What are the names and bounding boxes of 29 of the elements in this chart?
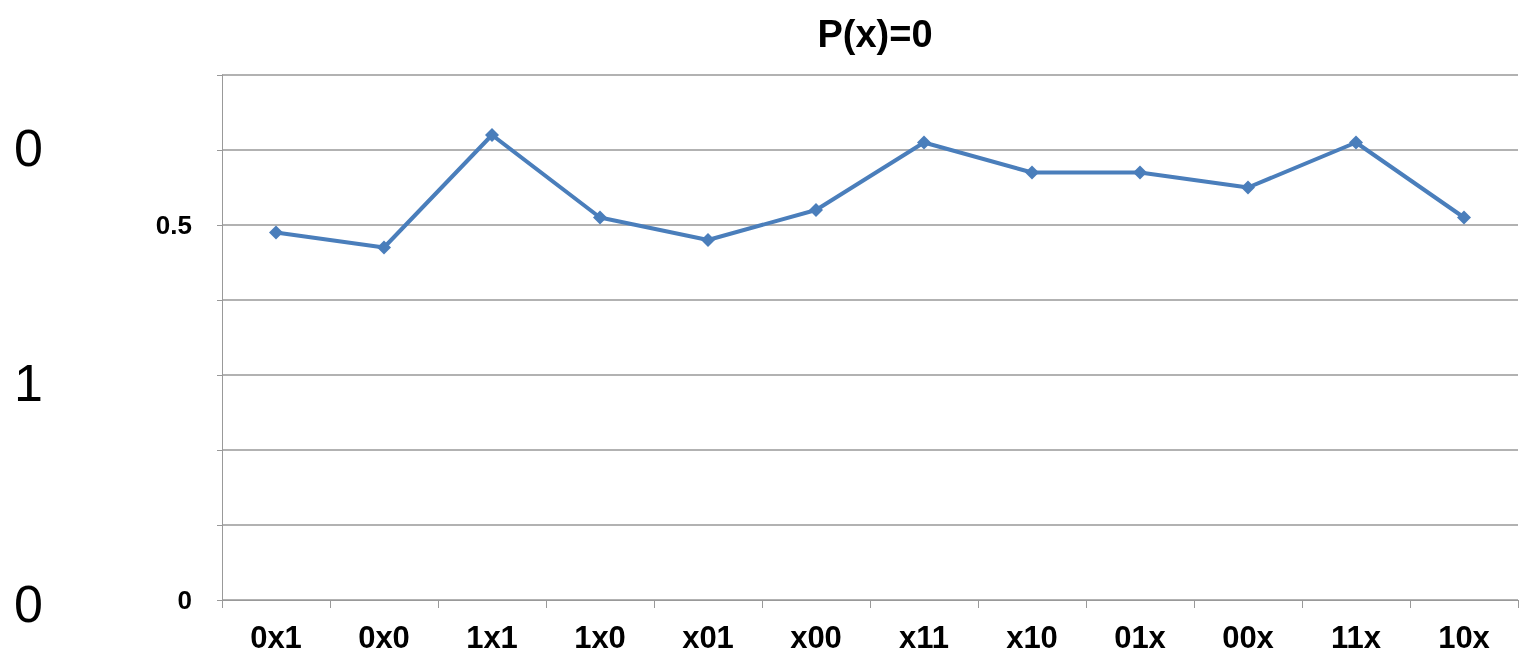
point (1133, 165, 1147, 180)
x-tick-label: 01x (1114, 620, 1167, 655)
point (377, 240, 391, 255)
point (1457, 210, 1471, 225)
x-tick-label: x00 (790, 620, 842, 655)
point (485, 128, 499, 142)
point (1241, 180, 1255, 195)
text: 1 (14, 354, 43, 412)
x-tick-label: x01 (682, 620, 734, 655)
x-tick-label: 10x (1438, 620, 1491, 655)
y-tick-label: 0.5 (155, 210, 192, 240)
chart-title: P(x)=0 (817, 13, 933, 55)
x-tick-label: 00x (1222, 620, 1275, 655)
point (1349, 135, 1363, 150)
x-tick-label: 0x0 (358, 620, 410, 655)
point (269, 225, 283, 240)
text: 0 (14, 575, 43, 633)
text: 0 (14, 119, 43, 177)
x-tick-label: 1x0 (574, 620, 626, 655)
point (1025, 165, 1039, 180)
x-tick-label: x10 (1006, 620, 1058, 655)
x-tick-label: 11x (1330, 620, 1382, 655)
point (593, 210, 607, 225)
point (809, 203, 823, 217)
point (701, 233, 715, 247)
point (917, 135, 931, 150)
x-tick-label: x11 (898, 620, 950, 655)
x-tick-label: 1x1 (466, 620, 518, 655)
x-tick-label: 0x1 (250, 620, 302, 655)
